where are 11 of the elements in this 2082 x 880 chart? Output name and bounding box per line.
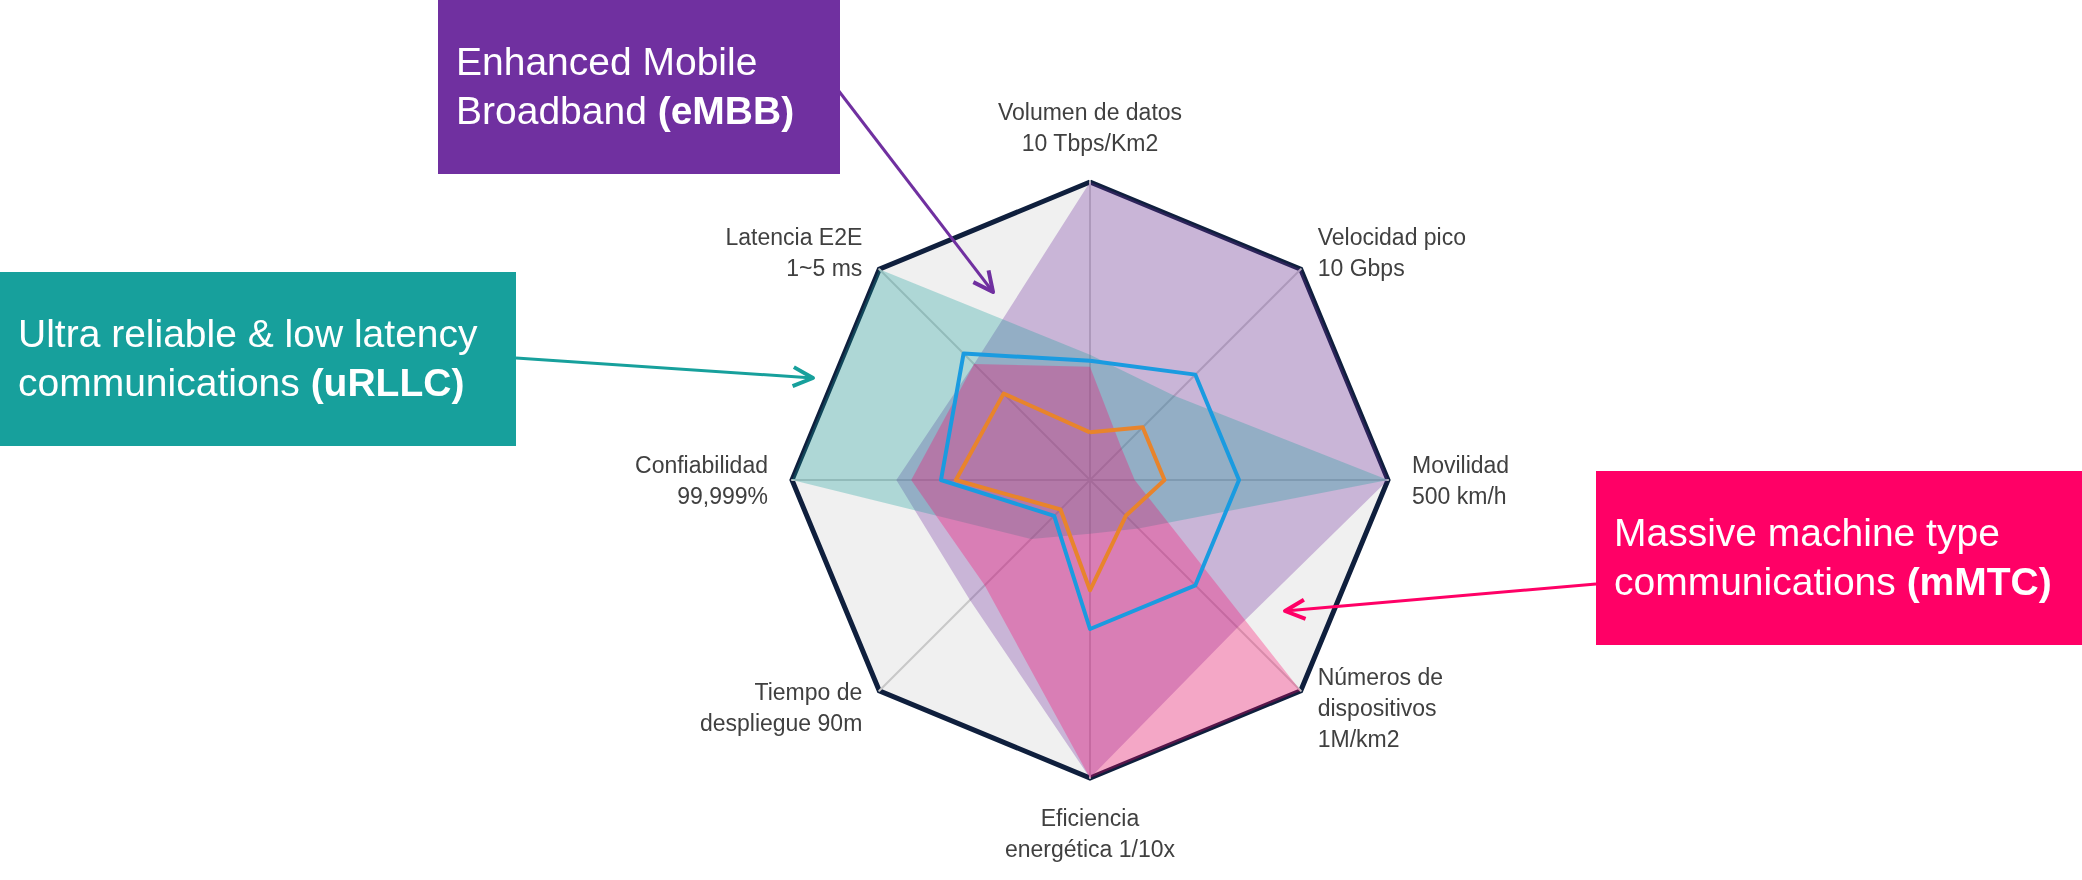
spoke-label: Confiabilidad 99,999% [635, 451, 768, 509]
text: Enhanced Mobile Broadband (eMBB) [456, 39, 796, 134]
spoke-label: Eficiencia energética 1/10x [1004, 804, 1176, 862]
text: Massive machine type communications (mMTC) [1614, 510, 2053, 605]
spoke-label: Tiempo de despliegue 90m [699, 679, 863, 737]
spoke-label: Volumen de datos 10 Tbps/Km2 [997, 98, 1183, 156]
spoke-label: Velocidad pico 10 Gbps [1317, 223, 1467, 281]
spoke-label: Movilidad 500 km/h [1412, 451, 1510, 509]
spoke-label: Números de dispositivos 1M/km2 [1317, 663, 1443, 752]
spoke-label: Latencia E2E 1~5 ms [725, 223, 863, 281]
text: Ultra reliable & low latency communications (uRLLC) [18, 311, 479, 406]
